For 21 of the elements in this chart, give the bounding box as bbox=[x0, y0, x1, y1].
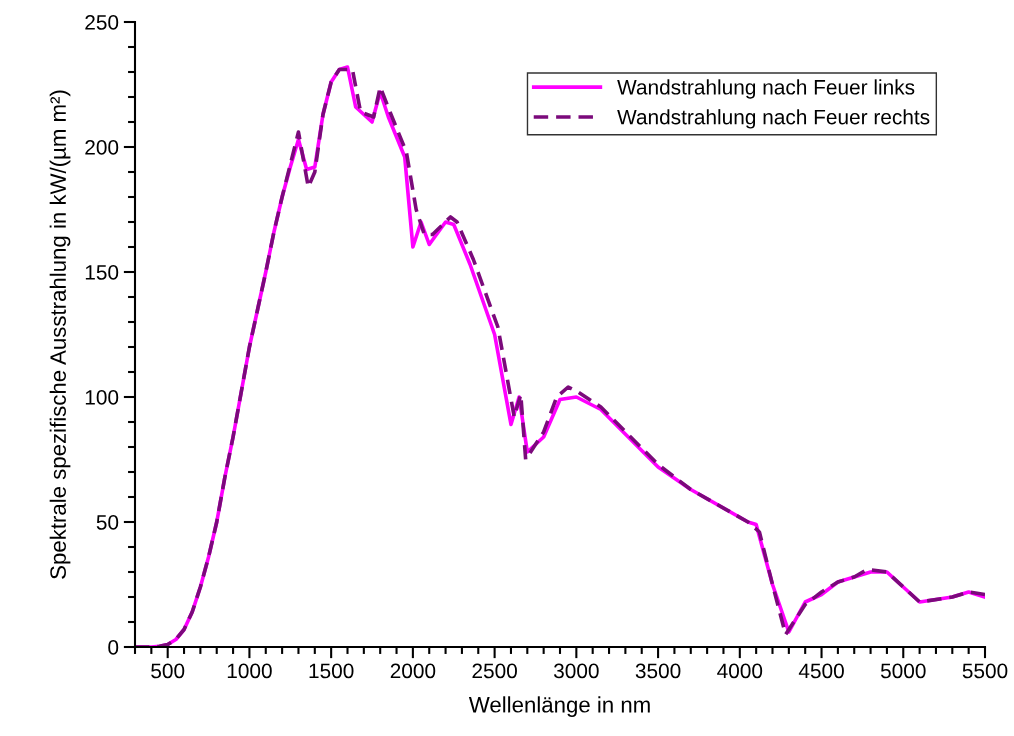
legend-label: Wandstrahlung nach Feuer rechts bbox=[617, 109, 930, 129]
x-tick-label: 2500 bbox=[472, 663, 517, 679]
y-axis-title: Spektrale spezifische Ausstrahlung in kW/(µm m²) bbox=[49, 90, 71, 579]
y-tick-label: 150 bbox=[85, 265, 119, 280]
y-tick-label: 100 bbox=[85, 390, 119, 405]
legend-label: Wandstrahlung nach Feuer links bbox=[617, 79, 915, 99]
y-tick-label: 50 bbox=[96, 515, 119, 530]
x-tick-label: 5000 bbox=[880, 663, 926, 679]
y-tick-label: 0 bbox=[108, 640, 119, 655]
x-tick-label: 4000 bbox=[717, 663, 763, 679]
x-tick-label: 500 bbox=[151, 663, 185, 679]
x-tick-label: 3500 bbox=[635, 663, 681, 679]
y-tick-label: 200 bbox=[85, 140, 119, 155]
x-tick-label: 1500 bbox=[309, 663, 354, 679]
x-axis-title: Wellenlänge in nm bbox=[468, 696, 650, 717]
x-tick-label: 3000 bbox=[553, 663, 599, 679]
x-tick-label: 2000 bbox=[390, 663, 436, 679]
y-tick-label: 250 bbox=[85, 15, 119, 30]
x-tick-label: 1000 bbox=[227, 663, 272, 679]
x-tick-label: 4500 bbox=[798, 663, 844, 679]
x-tick-label: 5500 bbox=[962, 663, 1008, 679]
